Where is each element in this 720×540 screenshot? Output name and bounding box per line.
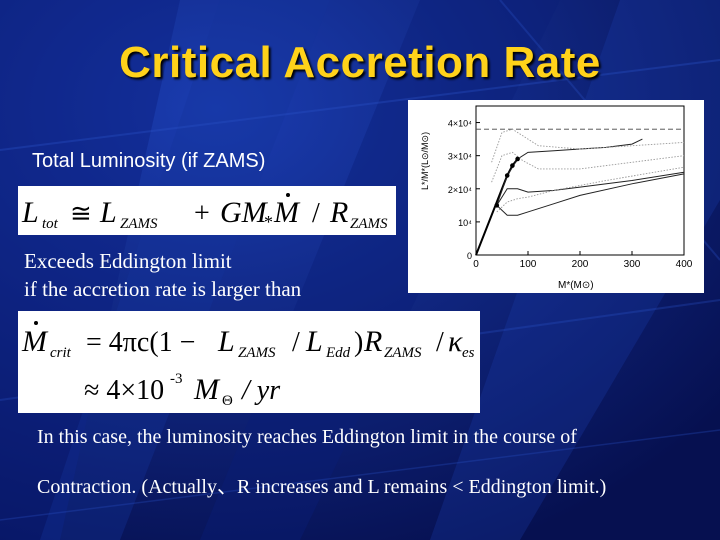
eq2-slash2: / xyxy=(436,327,444,358)
data-point xyxy=(494,203,500,208)
eq1-star: * xyxy=(264,212,273,232)
slide-title: Critical Accretion Rate xyxy=(119,38,601,87)
luminosity-equation: L tot ≅ L ZAMS + GM * M / R ZAMS xyxy=(18,186,396,235)
eq1-L: L xyxy=(21,196,39,229)
eq2-exp: -3 xyxy=(170,371,183,387)
eq2-kappa: κ xyxy=(448,325,463,358)
y-tick-label: 3×10⁴ xyxy=(448,152,472,162)
eq1-R: R xyxy=(329,196,348,229)
critical-rate-equation: M crit = 4πc(1 − L ZAMS / L Edd ) R ZAMS… xyxy=(18,311,480,413)
eq2-approx: ≈ 4×10 xyxy=(84,375,164,406)
series-line-3 xyxy=(496,173,685,216)
x-tick-label: 100 xyxy=(520,259,537,270)
eq1-zams: ZAMS xyxy=(120,216,158,232)
eq2-sun: Θ xyxy=(222,393,233,409)
eddington-text-line1: Exceeds Eddington limit xyxy=(24,249,232,273)
eq1-slash: / xyxy=(312,198,320,229)
data-point xyxy=(515,156,520,162)
eq2-es: es xyxy=(462,345,475,361)
eq1-L-zams: L xyxy=(99,196,117,229)
y-tick-label: 0 xyxy=(467,251,472,261)
body-text-line2: Contraction. (Actually、R increases and L… xyxy=(37,476,607,498)
eq2-zams2: ZAMS xyxy=(384,345,422,361)
x-tick-label: 0 xyxy=(473,259,479,270)
eq1-Mdot: M xyxy=(273,196,301,229)
series-line-6 xyxy=(496,166,685,213)
eq2-slash1: / xyxy=(292,327,300,358)
eq1-zams2: ZAMS xyxy=(350,216,388,232)
series-line-5 xyxy=(491,151,685,183)
eq2-zams: ZAMS xyxy=(238,345,276,361)
eq2-paren: ) xyxy=(354,327,363,358)
eq2-edd: Edd xyxy=(325,345,351,361)
x-tick-label: 200 xyxy=(572,259,589,270)
luminosity-mass-plot: 0 100 200 300 400 0 10⁴ 2×10⁴ 3×10⁴ 4×10⁴ L*/M*(L… xyxy=(408,100,704,293)
y-axis-label: L*/M*(L⊙/M⊙) xyxy=(420,132,430,190)
eq2-L-edd: L xyxy=(305,325,323,358)
series-line-2 xyxy=(496,171,685,206)
total-luminosity-heading: Total Luminosity (if ZAMS) xyxy=(32,150,266,172)
y-tick-label: 10⁴ xyxy=(458,218,472,228)
x-tick-label: 400 xyxy=(676,259,693,270)
series-line-0 xyxy=(475,158,519,256)
body-text-line1: In this case, the luminosity reaches Edd… xyxy=(37,426,577,448)
x-axis-label: M*(M⊙) xyxy=(558,280,594,291)
eq2-Msun: M xyxy=(193,373,221,406)
eq1-GM: GM xyxy=(220,196,269,229)
eq2-eq: = 4πc(1 − xyxy=(86,327,195,358)
plot-svg: 0 100 200 300 400 0 10⁴ 2×10⁴ 3×10⁴ 4×10⁴ L*/M*(L… xyxy=(420,105,693,291)
eq2-peryr: / yr xyxy=(240,375,280,406)
series-line-4 xyxy=(491,128,685,163)
eq2-crit: crit xyxy=(50,345,72,361)
data-point xyxy=(510,163,515,168)
eq2-R: R xyxy=(363,325,382,358)
eddington-text-line2: if the accretion rate is larger than xyxy=(24,277,302,301)
eq2-L: L xyxy=(217,325,235,358)
eq1-tot: tot xyxy=(42,216,59,232)
plot-frame xyxy=(475,105,685,256)
y-tick-label: 2×10⁴ xyxy=(448,185,472,195)
x-tick-label: 300 xyxy=(624,259,641,270)
eq1-plus: + xyxy=(194,198,210,229)
y-tick-label: 4×10⁴ xyxy=(448,119,472,129)
data-point xyxy=(504,173,510,178)
eq2-M: M xyxy=(21,325,49,358)
eq1-approx: ≅ xyxy=(70,199,92,228)
series-line-1 xyxy=(496,138,643,206)
